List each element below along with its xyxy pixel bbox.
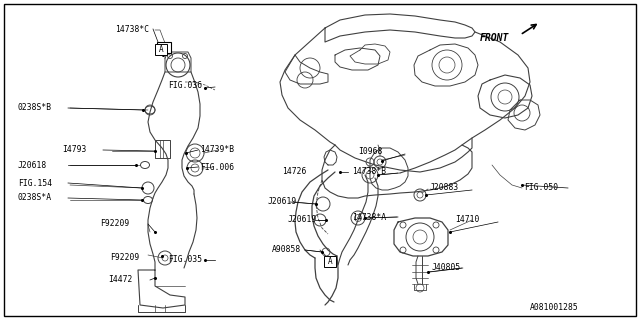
- Text: A081001285: A081001285: [530, 303, 579, 313]
- Text: J40805: J40805: [432, 263, 461, 273]
- Text: F92209: F92209: [110, 252, 140, 261]
- Text: 14738*A: 14738*A: [352, 212, 386, 221]
- Text: A: A: [159, 45, 163, 54]
- Text: I4710: I4710: [455, 215, 479, 225]
- Text: F92209: F92209: [100, 220, 129, 228]
- Text: FIG.154: FIG.154: [18, 179, 52, 188]
- Bar: [157, 42, 171, 53]
- Text: A: A: [161, 44, 166, 53]
- Text: 14738*B: 14738*B: [352, 167, 386, 177]
- Text: J20619: J20619: [268, 197, 297, 206]
- Text: 0238S*B: 0238S*B: [18, 102, 52, 111]
- Text: FIG.006: FIG.006: [200, 163, 234, 172]
- Text: 14738*C: 14738*C: [115, 25, 149, 34]
- Text: FRONT: FRONT: [480, 33, 509, 43]
- Text: A90858: A90858: [272, 245, 301, 254]
- Text: J20618: J20618: [18, 161, 47, 170]
- Text: 14739*B: 14739*B: [200, 146, 234, 155]
- Bar: [324, 256, 336, 267]
- Text: I4472: I4472: [108, 276, 132, 284]
- Text: FIG.036: FIG.036: [168, 82, 202, 91]
- Text: J20883: J20883: [430, 183, 460, 193]
- Bar: [155, 44, 167, 55]
- Text: I0968: I0968: [358, 148, 382, 156]
- Text: 0238S*A: 0238S*A: [18, 194, 52, 203]
- Text: A: A: [328, 258, 332, 267]
- Text: FIG.050: FIG.050: [524, 182, 558, 191]
- Text: FIG.035: FIG.035: [168, 255, 202, 265]
- Text: I4793: I4793: [62, 146, 86, 155]
- Text: J20619: J20619: [288, 215, 317, 225]
- Text: 14726: 14726: [282, 167, 307, 177]
